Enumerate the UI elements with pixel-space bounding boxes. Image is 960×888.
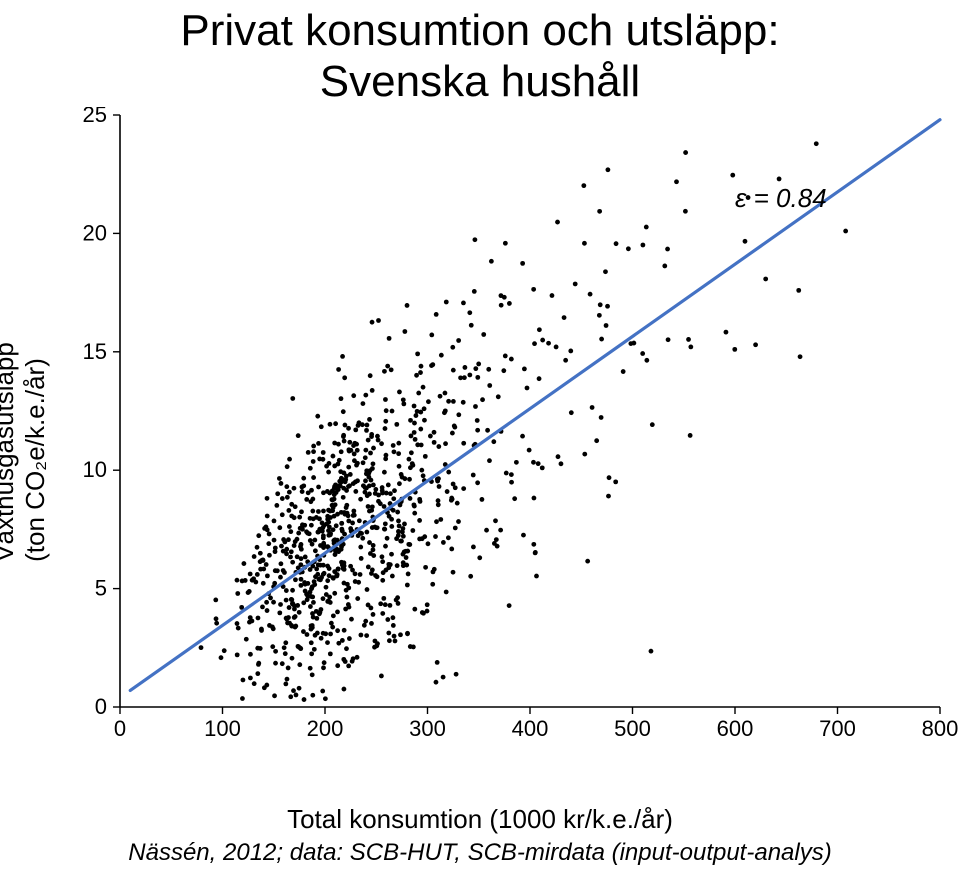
svg-text:600: 600 <box>717 716 754 741</box>
ylabel-line2: (ton CO₂e/k.e./år) <box>20 358 50 562</box>
title-line1: Privat konsumtion och utsläpp: <box>180 6 779 55</box>
svg-text:25: 25 <box>83 107 107 127</box>
svg-text:0: 0 <box>114 716 126 741</box>
svg-text:10: 10 <box>83 457 107 482</box>
svg-text:100: 100 <box>204 716 241 741</box>
svg-text:800: 800 <box>922 716 959 741</box>
svg-text:400: 400 <box>512 716 549 741</box>
elasticity-annotation: ε = 0.84 <box>735 183 827 214</box>
svg-text:15: 15 <box>83 339 107 364</box>
y-axis-label: Växthusgasutsläpp (ton CO₂e/k.e./år) <box>0 342 51 562</box>
svg-text:200: 200 <box>307 716 344 741</box>
svg-text:300: 300 <box>409 716 446 741</box>
y-axis-label-wrap: Växthusgasutsläpp (ton CO₂e/k.e./år) <box>0 107 50 797</box>
svg-text:500: 500 <box>614 716 651 741</box>
svg-text:5: 5 <box>95 576 107 601</box>
svg-text:20: 20 <box>83 221 107 246</box>
ylabel-line1: Växthusgasutsläpp <box>0 342 19 562</box>
chart-caption: Nässén, 2012; data: SCB-HUT, SCB-mirdata… <box>0 839 960 867</box>
svg-text:700: 700 <box>819 716 856 741</box>
chart-area: Växthusgasutsläpp (ton CO₂e/k.e./år) 0 10… <box>0 107 960 867</box>
title-line2: Svenska hushåll <box>320 57 640 106</box>
svg-text:0: 0 <box>95 694 107 719</box>
page-title: Privat konsumtion och utsläpp: Svenska h… <box>0 0 960 107</box>
x-axis-label: Total konsumtion (1000 kr/k.e./år) <box>0 804 960 835</box>
